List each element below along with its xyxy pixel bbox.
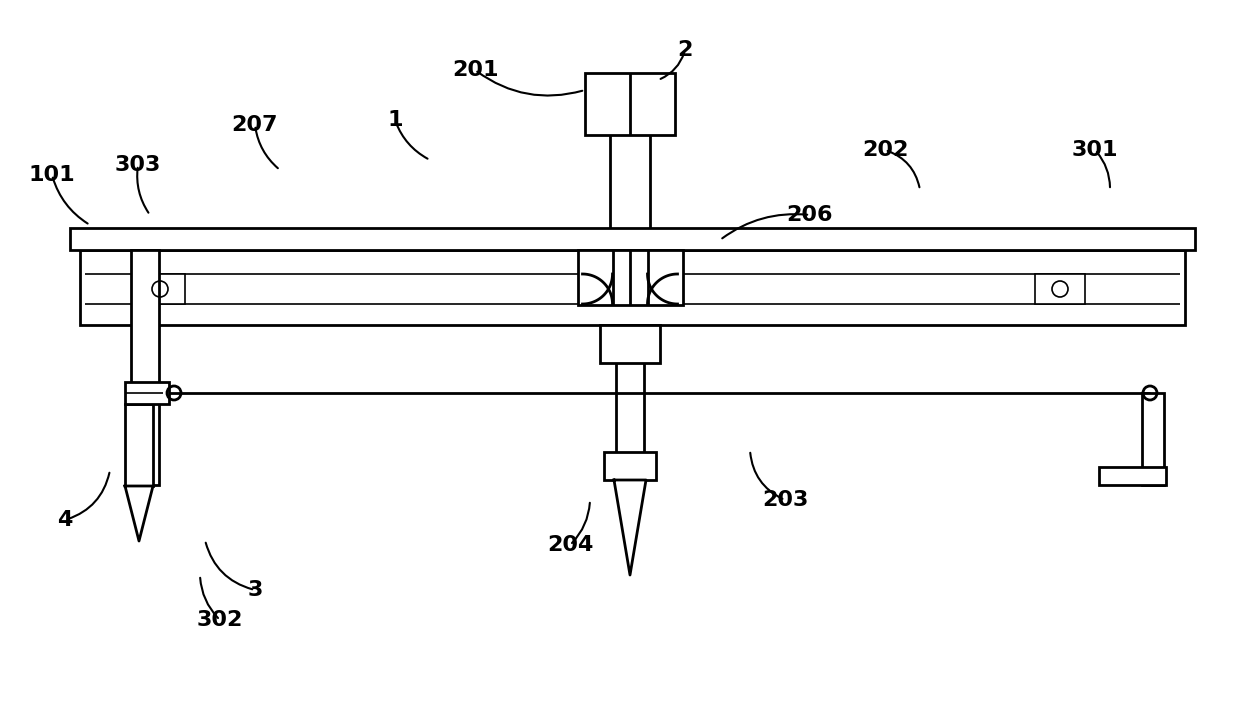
Text: 203: 203 <box>762 490 808 510</box>
Text: 302: 302 <box>197 610 243 630</box>
Text: 101: 101 <box>28 165 76 185</box>
Text: 4: 4 <box>57 510 73 530</box>
Polygon shape <box>615 480 646 575</box>
Text: 202: 202 <box>862 140 908 160</box>
Bar <box>125 382 169 404</box>
Text: 207: 207 <box>232 115 279 135</box>
Bar <box>577 250 683 305</box>
Bar <box>135 274 185 304</box>
Text: 3: 3 <box>248 580 263 600</box>
Bar <box>69 228 1194 250</box>
Text: 206: 206 <box>787 205 834 225</box>
Text: 2: 2 <box>678 40 693 60</box>
Polygon shape <box>125 486 152 541</box>
Text: 201: 201 <box>452 60 498 80</box>
Text: 301: 301 <box>1072 140 1119 160</box>
Bar <box>585 73 675 135</box>
Bar <box>131 250 159 485</box>
Bar <box>125 404 152 486</box>
Bar <box>1142 393 1163 485</box>
Bar <box>1035 274 1085 304</box>
Bar <box>603 452 655 480</box>
Bar <box>600 325 660 363</box>
Bar <box>1099 467 1166 485</box>
Text: 204: 204 <box>546 535 593 555</box>
Text: 1: 1 <box>388 110 403 130</box>
Bar <box>81 250 1184 325</box>
Text: 303: 303 <box>115 155 161 175</box>
